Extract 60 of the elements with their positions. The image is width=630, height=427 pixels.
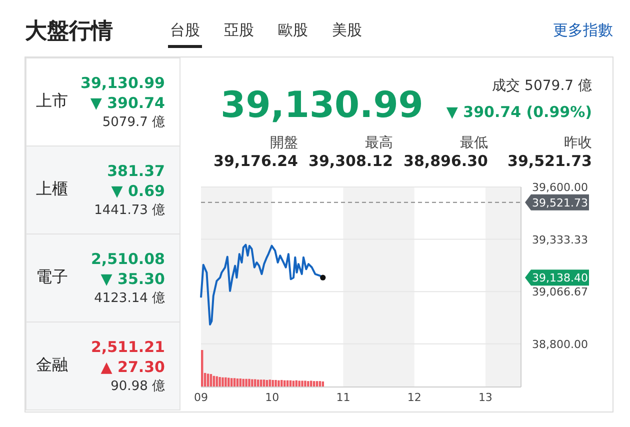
- text: 39,176.24: [214, 152, 298, 170]
- text: 90.98 億: [110, 379, 165, 394]
- text: 電子: [36, 267, 68, 286]
- text: 2,510.08: [90, 250, 165, 268]
- text: 歐股: [278, 21, 308, 39]
- y-tick-label: 39,333.33: [532, 233, 588, 246]
- bar: [248, 378, 250, 387]
- text: 金融: [36, 355, 68, 374]
- bar: [251, 379, 254, 387]
- bar: [280, 380, 283, 387]
- text: 台股: [170, 21, 200, 39]
- text: 最低: [460, 135, 488, 151]
- x-tick-label: 13: [478, 391, 492, 404]
- text: ▼ 390.74 (0.99%): [446, 103, 592, 121]
- bar: [304, 380, 306, 387]
- text: 381.37: [107, 162, 165, 180]
- text: 5079.7 億: [102, 115, 165, 130]
- x-tick-label: 12: [407, 391, 422, 404]
- bar: [307, 381, 310, 387]
- bar: [216, 376, 218, 387]
- text: ▼ 35.30: [100, 270, 165, 288]
- y-tick-label: 39,066.67: [532, 286, 588, 299]
- bar: [245, 378, 248, 387]
- x-tick-label: 10: [265, 391, 280, 404]
- text: ▲ 27.30: [100, 358, 165, 376]
- text: 更多指數: [553, 21, 613, 39]
- bar: [278, 380, 280, 387]
- text: 4123.14 億: [94, 291, 165, 306]
- bar: [242, 378, 244, 387]
- bar: [272, 380, 274, 387]
- bar: [301, 380, 304, 387]
- x-tick-label: 11: [336, 391, 350, 404]
- text: 美股: [332, 21, 362, 39]
- bar: [224, 377, 227, 387]
- ref-line-label: 39,521.73: [532, 196, 588, 210]
- text: 1441.73 億: [94, 203, 165, 218]
- text: 昨收: [564, 135, 592, 151]
- bar: [218, 377, 221, 387]
- text: 最高: [365, 135, 393, 151]
- x-tick-label: 09: [194, 391, 208, 404]
- text: 2,511.21: [90, 338, 165, 356]
- text: 39,521.73: [508, 152, 592, 170]
- text: 39,138.40: [532, 272, 588, 285]
- text: 大盤行情: [25, 19, 113, 44]
- bar: [274, 380, 277, 387]
- bar: [298, 380, 300, 387]
- text: 亞股: [224, 21, 254, 39]
- text: 39,130.99: [80, 74, 165, 92]
- text: 上櫃: [36, 179, 68, 198]
- text: 成交 5079.7 億: [492, 78, 592, 94]
- text: 上市: [36, 91, 68, 110]
- text: 開盤: [270, 135, 298, 151]
- y-tick-label: 38,800.00: [532, 338, 588, 351]
- text: 38,896.30: [404, 152, 488, 170]
- chart-title: 39,130.99: [220, 85, 424, 126]
- text: ▼ 0.69: [111, 182, 165, 200]
- text: ▼ 390.74: [90, 94, 165, 112]
- bar: [222, 377, 224, 387]
- text: 39,308.12: [308, 152, 393, 170]
- y-tick-label: 39,600.00: [532, 181, 588, 194]
